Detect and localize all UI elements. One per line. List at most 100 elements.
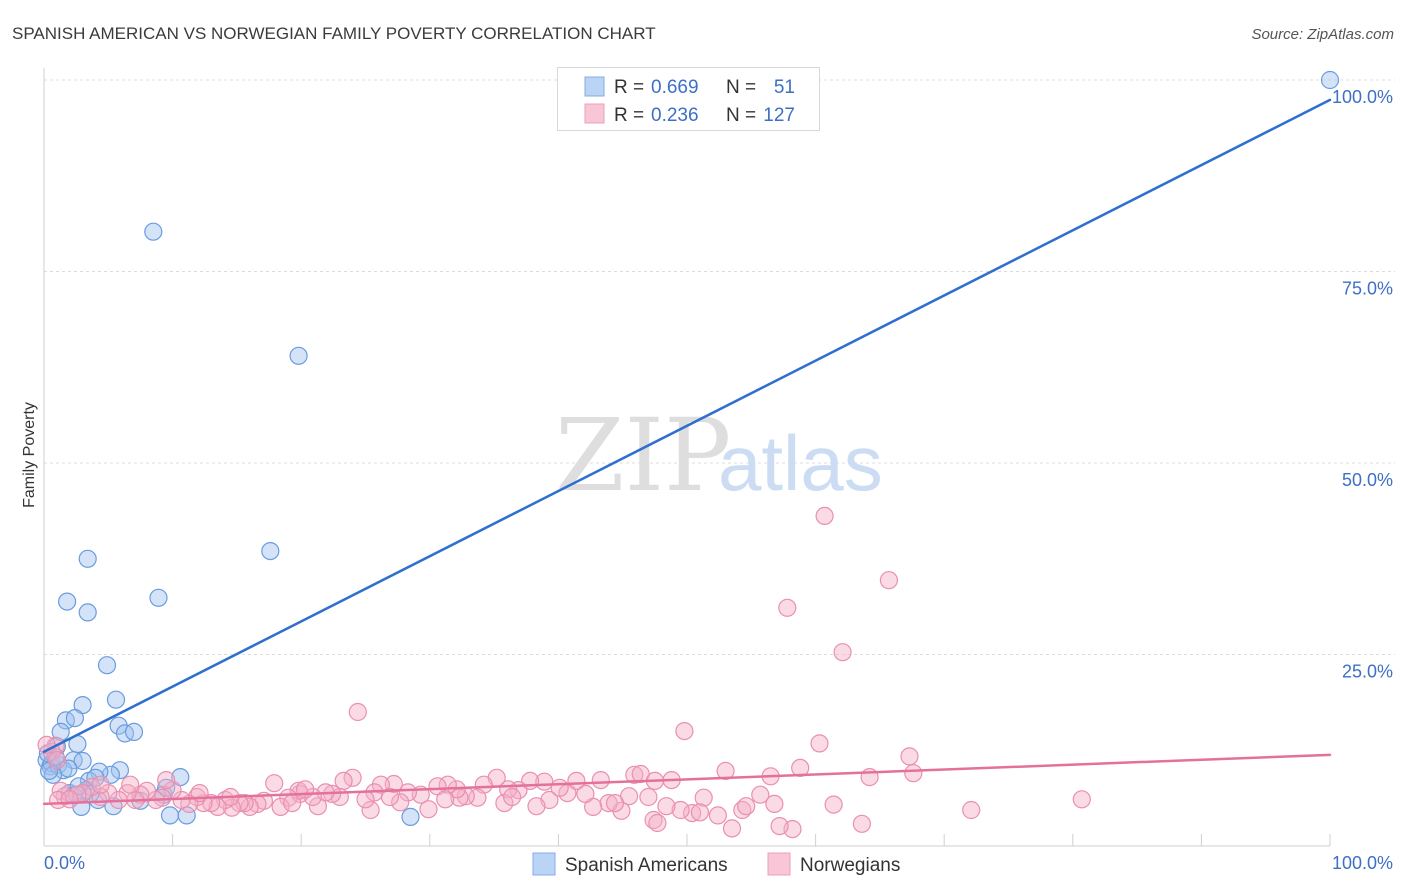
watermark-atlas: atlas	[718, 419, 883, 507]
trend-lines	[42, 98, 1332, 806]
norwegians-point	[810, 734, 829, 753]
norwegians-point	[91, 775, 110, 794]
stats-r-value: 0.669	[651, 77, 699, 98]
norwegians-point	[737, 797, 756, 816]
spanish-americans-trend-line	[42, 98, 1332, 754]
stats-legend-swatch-spanish-americans	[584, 76, 605, 97]
norwegians-point	[361, 800, 380, 820]
norwegians-point	[502, 787, 522, 807]
spanish-americans-point	[65, 708, 85, 728]
norwegians-point	[824, 795, 843, 814]
norwegians-point	[751, 785, 770, 804]
watermark-zip: ZIP	[555, 397, 731, 514]
norwegians-point	[852, 814, 872, 833]
spanish-americans-point	[144, 222, 163, 241]
spanish-americans-point	[124, 722, 144, 742]
stats-r-value: 0.236	[651, 105, 699, 126]
norwegians-point	[436, 790, 455, 809]
spanish-americans-point	[106, 690, 126, 709]
spanish-americans-point	[97, 656, 117, 675]
norwegians-point	[391, 793, 410, 812]
norwegians-point	[962, 800, 981, 820]
norwegians-point	[833, 643, 852, 662]
norwegians-point	[1072, 790, 1091, 809]
y-tick-label-75: 75.0%	[1342, 279, 1393, 299]
spanish-americans-point	[149, 588, 168, 607]
spanish-americans-point	[160, 806, 180, 825]
spanish-americans-point	[1320, 70, 1340, 90]
gridlines	[44, 79, 1395, 655]
y-tick-label-50: 50.0%	[1342, 470, 1393, 490]
spanish-americans-point	[73, 751, 92, 771]
norwegians-point	[791, 758, 810, 778]
norwegians-point	[271, 797, 290, 817]
norwegians-point	[308, 797, 327, 816]
stats-n-value: 127	[763, 105, 795, 126]
norwegians-point	[157, 770, 176, 790]
norwegians-point	[625, 765, 644, 784]
norwegians-point	[47, 751, 67, 770]
norwegians-point	[567, 771, 586, 791]
norwegians-point	[550, 778, 569, 797]
norwegians-point	[778, 598, 797, 617]
spanish-americans-point	[289, 346, 308, 365]
legend-swatch-norwegians	[767, 852, 791, 876]
norwegians-point	[639, 787, 658, 807]
legend-swatch-spanish-americans	[532, 852, 556, 876]
watermark: ZIP atlas	[555, 397, 883, 514]
y-tick-label-25: 25.0%	[1342, 662, 1393, 682]
norwegians-point	[770, 816, 789, 836]
spanish-americans-point	[401, 807, 420, 827]
norwegians-point	[900, 747, 919, 766]
norwegians-point	[765, 794, 784, 814]
norwegians-point	[694, 788, 713, 807]
spanish-americans-point	[261, 541, 280, 561]
series-legend: Spanish Americans Norwegians	[532, 852, 900, 876]
norwegians-point	[380, 787, 399, 807]
x-tick-label-100: 100.0%	[1332, 853, 1393, 873]
stats-legend-swatch-norwegians	[584, 103, 605, 124]
norwegians-point	[121, 775, 140, 794]
spanish-americans-point	[78, 549, 97, 568]
spanish-americans-point	[115, 724, 135, 743]
norwegians-point	[398, 783, 417, 802]
norwegians-point	[419, 800, 438, 819]
norwegians-point	[591, 770, 610, 790]
norwegians-point	[708, 806, 728, 825]
stats-n-label: N =	[726, 105, 756, 126]
norwegians-point	[815, 506, 834, 526]
norwegians-point	[671, 800, 690, 820]
norwegians-point	[265, 774, 284, 793]
norwegians-trend-line	[42, 753, 1332, 806]
norwegians-point	[879, 571, 899, 590]
spanish-americans-point	[78, 603, 97, 622]
norwegians-point	[904, 764, 923, 783]
norwegians-point	[682, 803, 702, 823]
spanish-americans-point	[110, 761, 130, 780]
norwegians-point	[356, 790, 375, 809]
y-axis-label: Family Poverty	[21, 402, 38, 508]
norwegians-point	[576, 784, 595, 804]
stats-r-label: R =	[614, 77, 644, 98]
norwegians-point	[716, 761, 735, 781]
norwegians-point	[675, 721, 694, 741]
source-credit: Source: ZipAtlas.com	[1251, 26, 1394, 43]
norwegians-point	[690, 803, 710, 822]
stats-legend: R = 0.669 N = 51 R = 0.236 N = 127	[557, 67, 820, 131]
norwegians-point	[657, 797, 676, 816]
y-tick-label-100: 100.0%	[1332, 87, 1393, 107]
norwegians-point	[60, 790, 79, 809]
norwegians-point	[605, 793, 625, 813]
spanish-americans-point	[57, 592, 77, 611]
norwegians-point	[527, 797, 546, 816]
norwegians-point	[283, 793, 302, 813]
norwegians-point	[348, 702, 367, 722]
x-ticks	[172, 834, 1331, 846]
legend-label-norwegians: Norwegians	[800, 855, 900, 876]
norwegians-point	[722, 819, 742, 838]
stats-n-label: N =	[726, 77, 756, 98]
legend-label-spanish-americans: Spanish Americans	[565, 855, 728, 876]
spanish-americans-point	[51, 722, 70, 742]
norwegians-point	[468, 788, 487, 807]
